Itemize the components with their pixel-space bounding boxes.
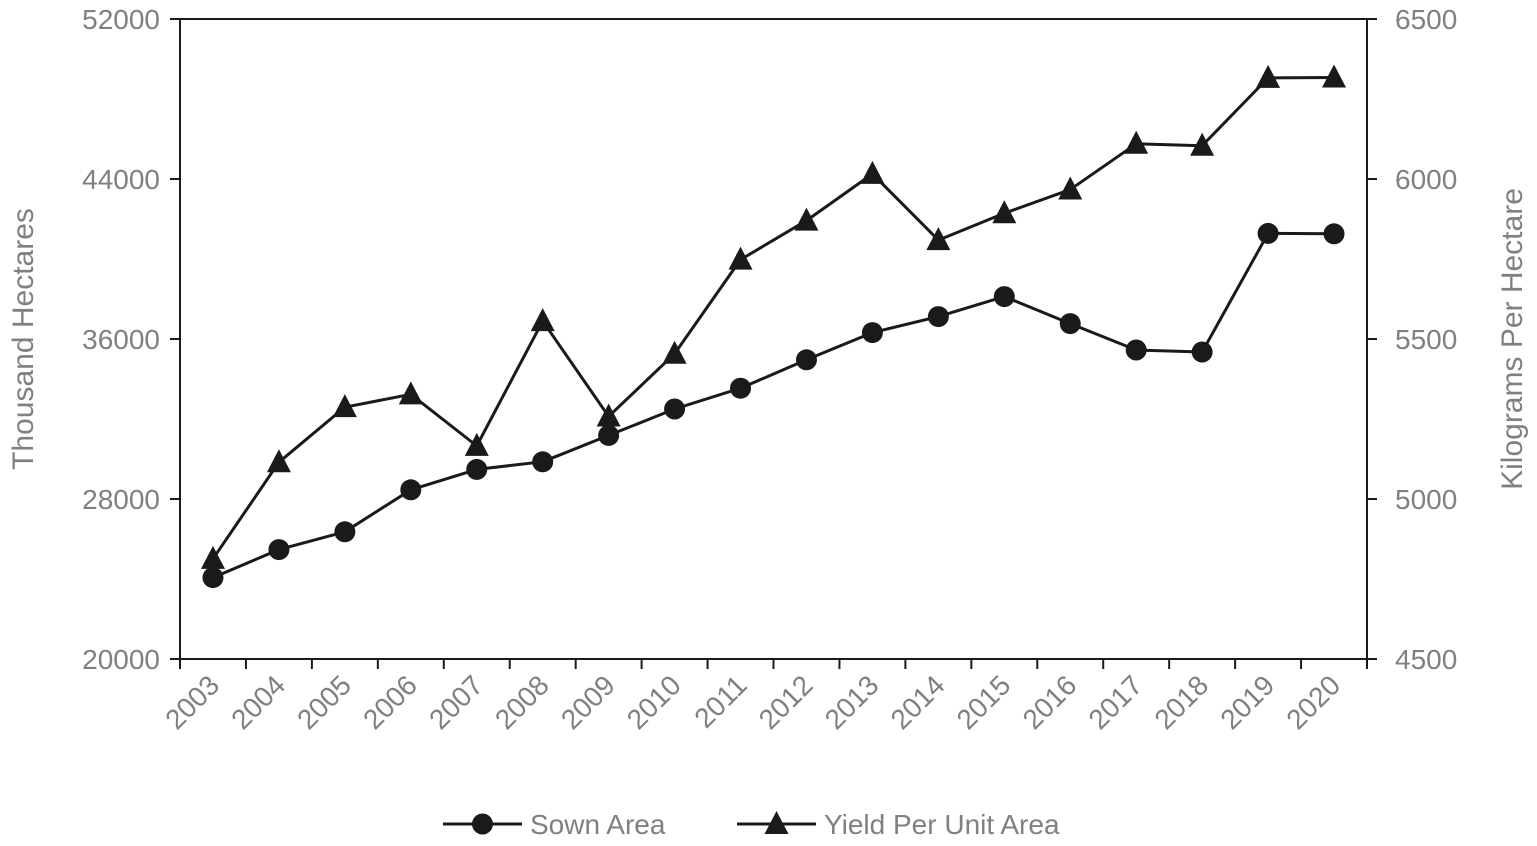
data-point-triangle	[662, 340, 687, 364]
x-tick-label: 2017	[1082, 669, 1148, 735]
legend-label: Sown Area	[530, 809, 666, 840]
right-tick-label: 6000	[1395, 164, 1457, 195]
x-tick-label: 2004	[225, 669, 291, 735]
right-tick-label: 6500	[1395, 4, 1457, 35]
data-point-triangle	[1124, 130, 1149, 154]
data-point-circle	[334, 521, 356, 543]
right-tick-label: 5000	[1395, 484, 1457, 515]
data-point-triangle	[332, 394, 357, 418]
left-tick-label: 44000	[82, 164, 160, 195]
right-axis-ticks: 4500 5000 5500 6000 6500	[1367, 4, 1457, 675]
x-tick-label: 2009	[555, 669, 621, 735]
data-point-triangle	[794, 207, 819, 231]
legend-label: Yield Per Unit Area	[824, 809, 1060, 840]
series-line	[212, 231, 1335, 579]
x-tick-label: 2008	[489, 669, 555, 735]
data-point-triangle	[1058, 176, 1083, 200]
legend-marker-circle	[472, 813, 493, 835]
plot-area	[179, 18, 1368, 660]
right-axis-title: Kilograms Per Hectare	[1496, 188, 1529, 490]
x-tick-label: 2007	[423, 669, 489, 735]
legend-item: Sown Area	[443, 809, 666, 840]
data-point-triangle	[464, 432, 489, 456]
left-axis-ticks: 20000 28000 36000 44000 52000	[82, 4, 180, 675]
data-point-circle	[202, 567, 224, 589]
data-point-circle	[927, 306, 949, 328]
data-point-circle	[993, 286, 1015, 308]
data-point-circle	[795, 349, 817, 371]
x-tick-label: 2014	[885, 669, 951, 735]
data-point-triangle	[860, 160, 885, 184]
x-tick-label: 2010	[621, 669, 687, 735]
x-tick-label: 2005	[291, 669, 357, 735]
legend: Sown Area Yield Per Unit Area	[443, 809, 1060, 840]
x-tick-label: 2020	[1280, 669, 1346, 735]
data-point-circle	[1059, 313, 1081, 335]
data-point-circle	[1191, 341, 1213, 363]
left-tick-label: 20000	[82, 644, 160, 675]
right-tick-label: 4500	[1395, 644, 1457, 675]
x-tick-label: 2011	[688, 669, 753, 734]
series-layer	[200, 64, 1347, 589]
x-tick-label: 2013	[819, 669, 885, 735]
data-point-triangle	[728, 246, 753, 270]
left-axis-title: Thousand Hectares	[7, 208, 40, 470]
data-point-circle	[598, 424, 620, 446]
data-point-circle	[1323, 223, 1345, 245]
series-line	[211, 76, 1335, 560]
x-tick-label: 2003	[159, 669, 225, 735]
data-point-triangle	[266, 449, 291, 473]
data-point-triangle	[1322, 64, 1347, 88]
left-tick-label: 52000	[82, 4, 160, 35]
x-tick-label: 2015	[951, 669, 1017, 735]
data-point-circle	[1257, 222, 1279, 244]
data-point-circle	[1125, 339, 1147, 361]
data-point-circle	[730, 377, 752, 399]
data-point-circle	[268, 539, 290, 561]
legend-marker-triangle	[764, 811, 789, 834]
data-point-triangle	[398, 381, 423, 405]
data-point-triangle	[992, 200, 1017, 224]
series-sown-area	[202, 222, 1345, 589]
x-tick-label: 2019	[1214, 669, 1280, 735]
legend-item: Yield Per Unit Area	[737, 809, 1060, 840]
left-tick-label: 28000	[82, 484, 160, 515]
data-point-circle	[532, 451, 554, 473]
x-axis-ticks: 2003 2004 2005 2006 2007 2008 2009 2010 2011 2012…	[159, 659, 1368, 735]
left-tick-label: 36000	[82, 324, 160, 355]
data-point-circle	[400, 479, 422, 501]
data-point-triangle	[530, 308, 555, 332]
x-tick-label: 2016	[1017, 669, 1083, 735]
data-point-circle	[664, 398, 686, 420]
data-point-circle	[861, 322, 883, 344]
data-point-triangle	[1256, 64, 1281, 88]
data-point-triangle	[926, 227, 951, 251]
series-yield-per-unit-area	[200, 64, 1347, 569]
x-tick-label: 2018	[1148, 669, 1214, 735]
data-point-triangle	[596, 403, 621, 427]
data-point-circle	[466, 458, 488, 480]
x-tick-label: 2012	[753, 669, 819, 735]
data-point-triangle	[200, 545, 225, 569]
data-point-triangle	[1190, 132, 1215, 156]
x-tick-label: 2006	[357, 669, 423, 735]
right-tick-label: 5500	[1395, 324, 1457, 355]
